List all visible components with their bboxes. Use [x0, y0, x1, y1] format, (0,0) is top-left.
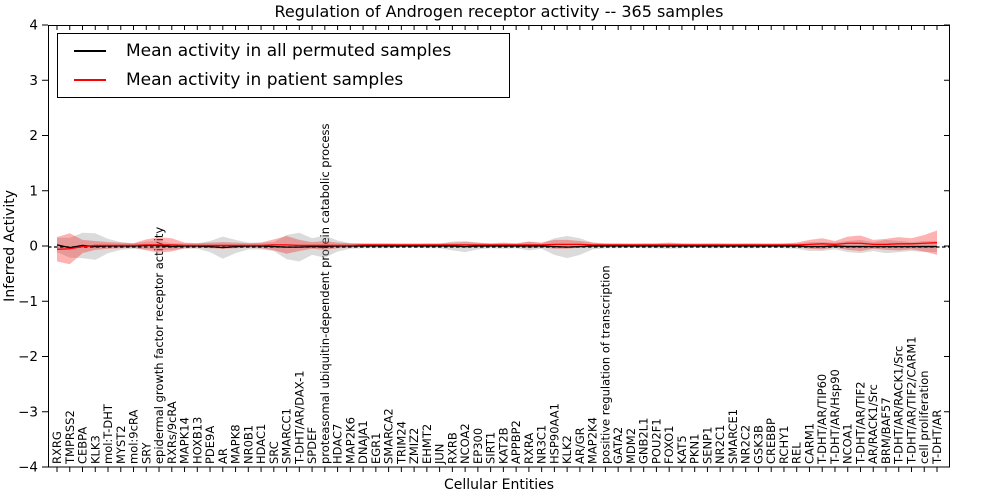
x-tick-label: NCOA2 [458, 423, 472, 464]
x-tick-label: RCHY1 [777, 426, 791, 464]
x-tick-label: AR/RACK1/Src [866, 384, 880, 464]
axis-ticks [42, 24, 950, 472]
x-tick-label: NR2C2 [739, 425, 753, 464]
legend-label-permuted: Mean activity in all permuted samples [126, 41, 452, 61]
legend-entry-permuted: Mean activity in all permuted samples [66, 37, 501, 66]
x-tick-label: NCOA1 [841, 423, 855, 464]
y-tick-label: 2 [29, 128, 38, 144]
x-axis-label: Cellular Entities [443, 477, 555, 493]
x-tick-label: MAP2K4 [586, 417, 600, 464]
x-tick-label: BRM/BAF57 [879, 397, 893, 464]
x-tick-label: KAT5 [675, 435, 689, 464]
x-tick-label: T-DHT/AR/TIF2/CARM1 [904, 336, 918, 465]
x-tick-label: T-DHT/AR/Hsp90 [828, 369, 842, 465]
x-tick-label: mol:T-DHT [101, 403, 115, 464]
x-tick-label: DNAJA1 [356, 420, 370, 464]
x-tick-label: MAP2K6 [343, 417, 357, 464]
x-tick-label: PKN1 [688, 434, 702, 464]
x-tick-label: JUN [433, 444, 447, 465]
x-tick-label: SMARCC1 [280, 408, 294, 464]
y-axis-label: Inferred Activity [2, 190, 18, 302]
x-tick-label: SRY [139, 441, 153, 464]
x-tick-label: NR2C1 [713, 425, 727, 464]
x-tick-label: APPBP2 [509, 420, 523, 464]
x-tick-label: cell proliferation [917, 370, 931, 464]
x-tick-label: AR/GR [573, 427, 587, 464]
x-tick-label: SMARCE1 [726, 409, 740, 464]
x-tick-label: NR3C1 [535, 425, 549, 464]
x-tick-label: EP300 [471, 428, 485, 464]
x-tick-label: MAPK8 [229, 424, 243, 464]
y-tick-label: 3 [29, 73, 38, 89]
x-tick-label: POU2F1 [649, 418, 663, 464]
x-tick-label: HOXB13 [190, 417, 204, 464]
x-tick-label: T-DHT/AR/TIP60 [815, 374, 829, 465]
x-tick-label: RXRB [445, 432, 459, 464]
patient-mean-line [56, 242, 938, 250]
x-tick-label: ZMIZ2 [407, 428, 421, 464]
x-tick-label: TRIM24 [394, 421, 408, 465]
y-tick-label: −2 [18, 349, 38, 365]
x-tick-label: REL [790, 442, 804, 464]
x-tick-label: SENP1 [700, 427, 714, 464]
x-tick-label: SPDEF [305, 427, 319, 464]
x-tick-label: T-DHT/AR [930, 410, 944, 465]
legend: Mean activity in all permuted samples Me… [57, 33, 510, 98]
x-tick-label: SRC [267, 441, 281, 464]
x-tick-label: T-DHT/AR/TIF2 [853, 381, 867, 465]
x-tick-label: FOXO1 [662, 426, 676, 464]
permuted-line-swatch [74, 50, 106, 52]
x-tick-label: CREBBP [764, 418, 778, 464]
x-tick-labels: RXRGTMPRSS2CEBPAKLK3mol:T-DHTMYST2mol:9c… [50, 123, 944, 465]
x-tick-label: EGR1 [369, 433, 383, 465]
x-tick-label: HSP90AA1 [547, 403, 561, 464]
x-tick-label: RXRs/9cRA [165, 401, 179, 464]
x-tick-label: T-DHT/AR/RACK1/Src [892, 346, 906, 465]
y-tick-label: 1 [29, 183, 38, 199]
patient-std-band [57, 230, 937, 265]
x-tick-label: GSK3B [751, 425, 765, 464]
y-tick-label: −4 [18, 460, 38, 476]
x-tick-label: MYST2 [114, 425, 128, 464]
x-tick-label: KLK2 [560, 435, 574, 464]
y-axis-label-wrap: Inferred Activity [0, 25, 20, 467]
y-tick-label: 4 [29, 18, 38, 34]
x-tick-label: KAT2B [496, 427, 510, 464]
x-tick-label: CARM1 [802, 423, 816, 464]
chart-title: Regulation of Androgen receptor activity… [274, 2, 724, 21]
x-tick-label: T-DHT/AR/DAX-1 [292, 370, 306, 465]
y-tick-labels: 4 3 2 1 0 −1 −2 −3 −4 [18, 18, 38, 476]
x-tick-label: HDAC1 [254, 424, 268, 464]
x-tick-label: MDM2 [624, 428, 638, 464]
x-tick-label: NR0B1 [241, 425, 255, 464]
patient-line-swatch [74, 79, 106, 81]
x-tick-label: SMARCA2 [382, 408, 396, 464]
x-tick-label: mol:9cRA [127, 410, 141, 464]
y-tick-label: 0 [29, 239, 38, 255]
x-tick-label: GNB2L1 [637, 418, 651, 464]
x-tick-label: CEBPA [76, 427, 90, 464]
x-tick-label: positive regulation of transcription [598, 265, 612, 464]
x-tick-label: HDAC7 [331, 424, 345, 464]
x-tick-label: GATA2 [611, 427, 625, 464]
x-tick-label: AR [216, 448, 230, 464]
x-tick-label: SIRT1 [484, 432, 498, 464]
x-tick-label: EHMT2 [420, 424, 434, 464]
y-tick-label: −3 [18, 404, 38, 420]
permuted-mean-line [56, 244, 937, 249]
x-tick-label: MAPK14 [178, 417, 192, 464]
x-tick-label: epidermal growth factor receptor activit… [152, 227, 166, 464]
x-tick-label: RXRA [522, 433, 536, 464]
legend-entry-patient: Mean activity in patient samples [66, 66, 501, 95]
x-tick-label: RXRG [50, 431, 64, 464]
x-tick-label: proteasomal ubiquitin-dependent protein … [318, 123, 332, 464]
legend-label-patient: Mean activity in patient samples [126, 70, 404, 90]
permuted-std-band [57, 232, 937, 262]
x-tick-label: PDE9A [203, 426, 217, 464]
x-tick-label: KLK3 [88, 435, 102, 464]
y-tick-label: −1 [18, 294, 38, 310]
x-tick-label: TMPRSS2 [63, 410, 77, 465]
